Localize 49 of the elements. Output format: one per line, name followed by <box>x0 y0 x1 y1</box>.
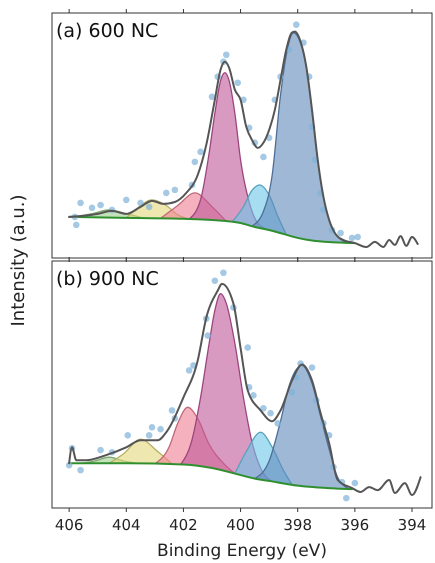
point <box>146 432 152 439</box>
point <box>172 186 178 194</box>
chart-title: (a) 600 NC <box>56 20 158 42</box>
point <box>157 426 164 432</box>
y-axis-title: Intensity (a.u.) <box>8 194 29 326</box>
point <box>308 364 316 371</box>
point <box>220 269 227 276</box>
chart-title: (b) 900 NC <box>56 268 159 290</box>
point <box>77 200 84 206</box>
point <box>260 154 267 160</box>
x-tick-label: 404 <box>112 516 141 534</box>
x-tick-label: 394 <box>398 516 426 534</box>
point <box>72 222 80 228</box>
point <box>97 446 104 454</box>
x-tick-label: 406 <box>54 516 84 534</box>
point <box>204 332 212 339</box>
point <box>274 420 282 427</box>
x-tick-label: 402 <box>169 516 198 534</box>
point <box>292 21 300 28</box>
x-tick-label: 396 <box>340 516 370 534</box>
point <box>342 494 350 502</box>
point <box>197 148 204 156</box>
point <box>137 200 144 206</box>
point <box>234 79 242 86</box>
point <box>212 277 218 284</box>
point <box>162 190 170 196</box>
point <box>352 480 358 486</box>
point <box>288 388 296 396</box>
point <box>77 466 84 474</box>
point <box>192 158 198 166</box>
point <box>222 51 230 58</box>
point <box>148 424 156 431</box>
point <box>97 202 104 208</box>
point <box>124 432 132 439</box>
point <box>337 230 344 236</box>
point <box>354 234 362 240</box>
point <box>348 234 356 242</box>
point <box>260 404 267 412</box>
point <box>88 204 96 212</box>
x-axis-title: Binding Energy (eV) <box>157 541 327 561</box>
point <box>186 367 192 374</box>
x-tick-label: 400 <box>226 516 255 534</box>
point <box>244 344 252 351</box>
point <box>122 196 130 204</box>
point <box>146 204 152 210</box>
point <box>267 410 274 416</box>
point <box>250 392 257 399</box>
x-tick-label: 398 <box>283 516 312 534</box>
point <box>168 407 176 414</box>
